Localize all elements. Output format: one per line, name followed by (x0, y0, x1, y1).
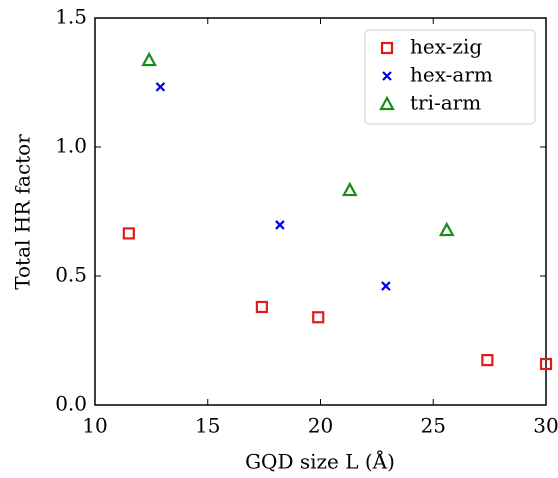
marker (481, 354, 494, 367)
legend-label: tri-arm (410, 91, 481, 115)
marker (381, 281, 391, 291)
legend-label: hex-arm (410, 63, 493, 87)
legend-marker (379, 95, 395, 111)
legend-box (364, 29, 536, 125)
y-tick-label: 0.5 (55, 263, 87, 287)
marker (255, 300, 268, 314)
y-tick-label: 1.0 (55, 134, 87, 158)
marker (122, 227, 135, 240)
x-tick-label: 30 (533, 414, 558, 438)
x-tick-label: 15 (195, 414, 220, 438)
marker (155, 82, 166, 92)
y-tick-label: 1.5 (55, 5, 87, 29)
legend-marker (382, 71, 392, 81)
x-tick-label: 10 (82, 414, 107, 438)
marker (539, 357, 553, 371)
marker (341, 181, 358, 197)
x-tick-label: 20 (308, 414, 333, 438)
y-axis-label: Total HR factor (11, 134, 35, 290)
marker (438, 221, 455, 237)
marker (312, 311, 325, 324)
y-tick-label: 0.0 (55, 392, 87, 416)
x-axis-label: GQD size L (Å) (245, 449, 395, 474)
legend-marker (380, 41, 394, 55)
marker (275, 220, 285, 230)
marker (141, 51, 157, 67)
x-tick-label: 25 (421, 414, 446, 438)
legend-label: hex-zig (410, 35, 482, 59)
